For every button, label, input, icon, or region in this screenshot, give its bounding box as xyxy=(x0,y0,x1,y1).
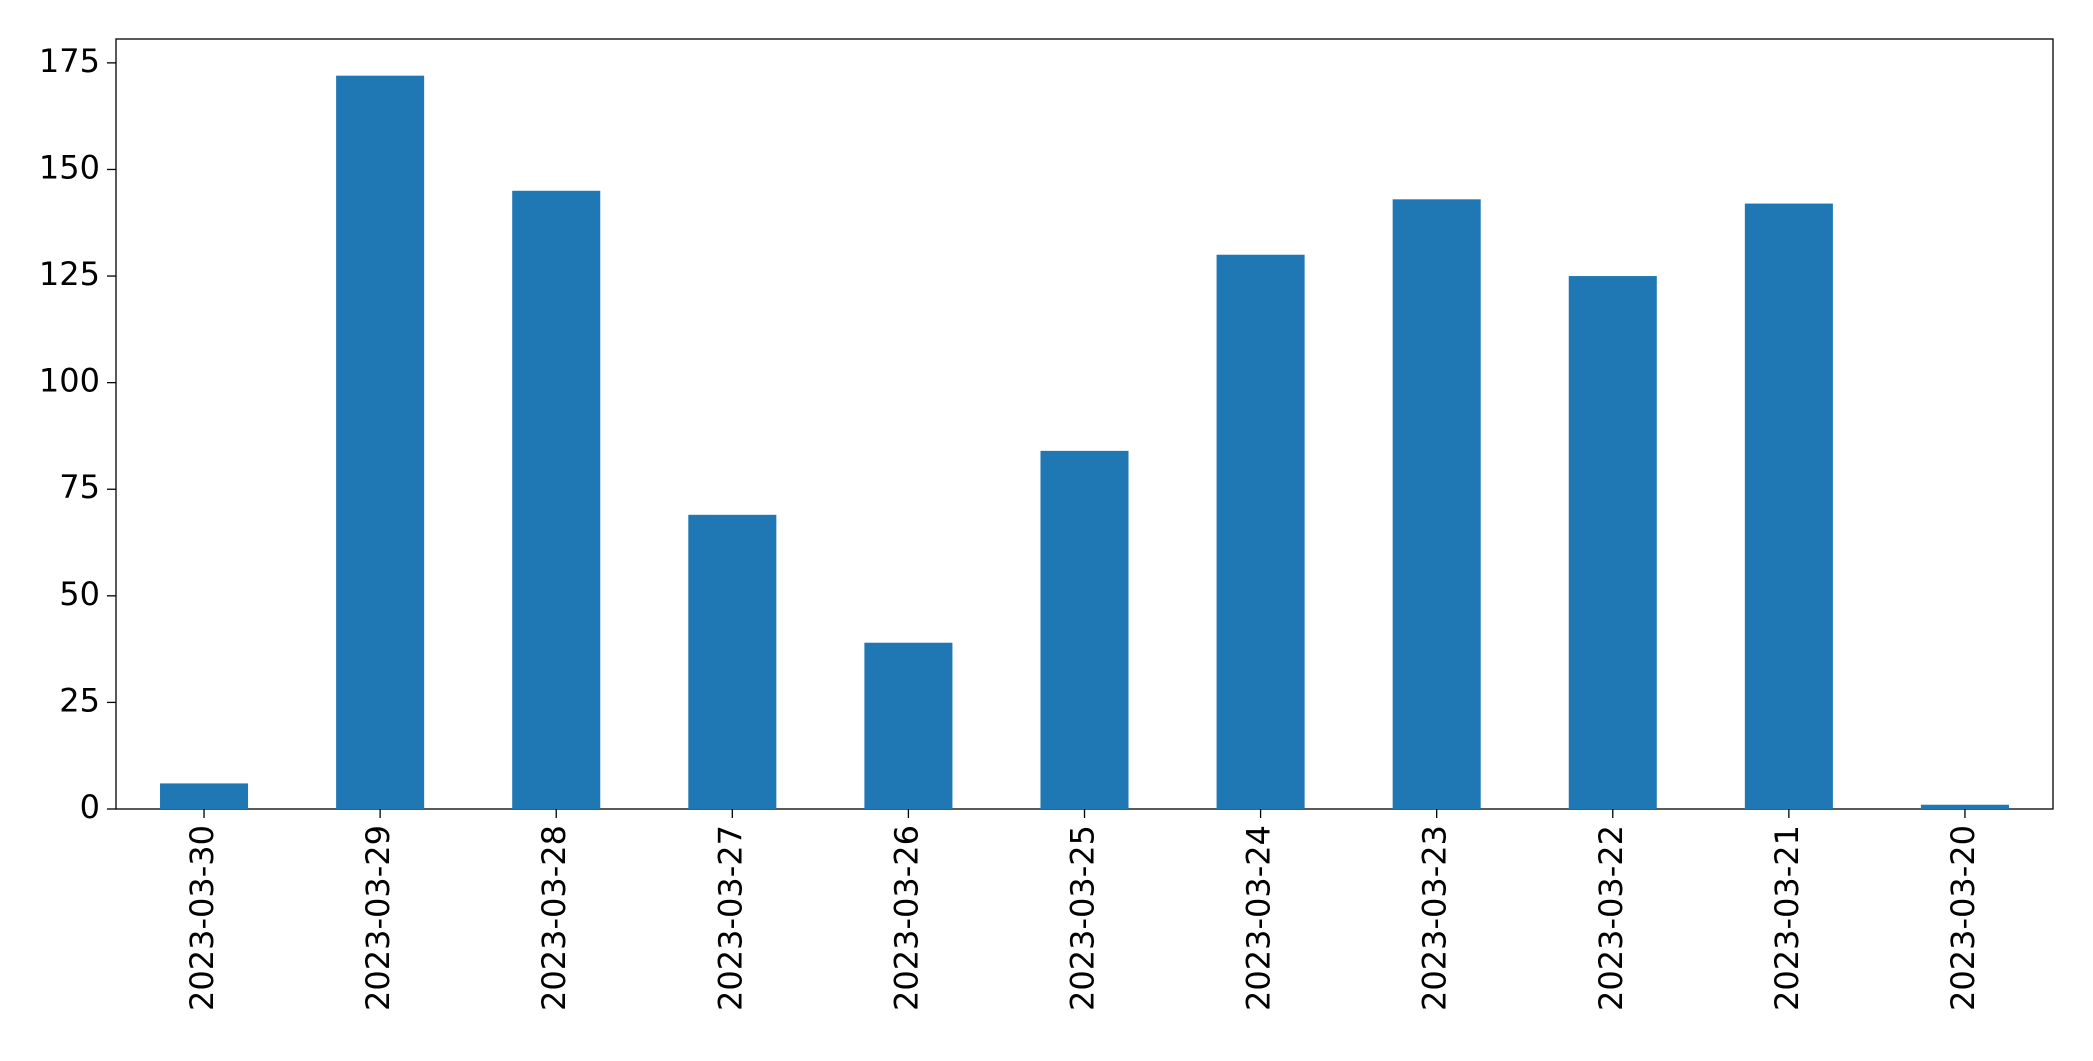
bar xyxy=(160,783,249,809)
x-tick-label: 2023-03-29 xyxy=(359,825,397,1011)
y-tick-label: 50 xyxy=(59,575,100,613)
bar xyxy=(688,514,777,809)
x-tick-label: 2023-03-24 xyxy=(1240,825,1278,1011)
y-tick-label: 25 xyxy=(59,681,100,719)
bar xyxy=(336,75,425,809)
x-tick-label: 2023-03-28 xyxy=(535,825,573,1011)
y-tick-label: 125 xyxy=(39,255,100,293)
bar xyxy=(512,190,601,809)
x-tick-label: 2023-03-25 xyxy=(1064,825,1102,1011)
x-tick-label: 2023-03-30 xyxy=(183,825,221,1011)
bar xyxy=(864,642,953,809)
x-tick-label: 2023-03-21 xyxy=(1768,825,1806,1011)
bar xyxy=(1392,199,1481,810)
x-tick-label: 2023-03-26 xyxy=(887,825,925,1011)
y-tick-label: 100 xyxy=(39,362,100,400)
bar xyxy=(1568,276,1657,809)
y-tick-label: 75 xyxy=(59,468,100,506)
y-tick-label: 150 xyxy=(39,148,100,186)
x-tick-label: 2023-03-27 xyxy=(711,825,749,1011)
x-tick-label: 2023-03-23 xyxy=(1416,825,1454,1011)
bar xyxy=(1040,450,1129,809)
bar xyxy=(1920,804,2009,809)
bar xyxy=(1744,203,1833,810)
y-tick-label: 175 xyxy=(39,42,100,80)
x-tick-label: 2023-03-22 xyxy=(1592,825,1630,1011)
bar xyxy=(1216,254,1305,809)
x-tick-label: 2023-03-20 xyxy=(1944,825,1982,1011)
y-tick-label: 0 xyxy=(80,788,100,826)
